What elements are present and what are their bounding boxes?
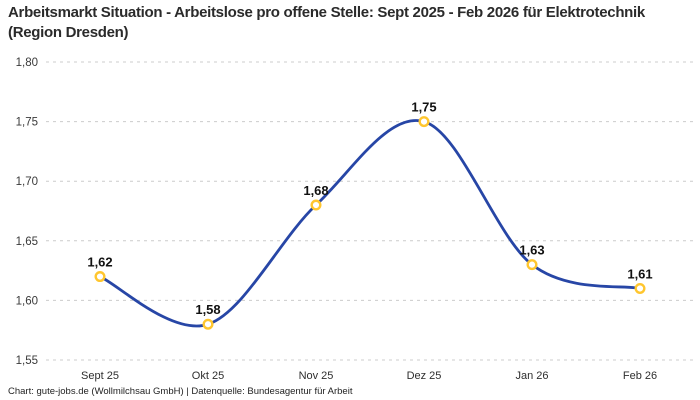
line-chart: 1,80 1,75 1,70 1,65 1,60 1,55 Sept 25 Okt 25 Nov… (16, 57, 694, 382)
data-point-marker (418, 116, 430, 128)
data-point-marker (526, 259, 538, 271)
data-point-value-label: 1,62 (87, 255, 112, 270)
x-axis-tick-label: Okt 25 (192, 370, 224, 382)
x-axis-tick-label: Sept 25 (81, 370, 119, 382)
data-point-value-label: 1,58 (195, 302, 220, 317)
y-axis-tick-label: 1,75 (16, 117, 38, 129)
data-point-value-label: 1,63 (519, 243, 544, 258)
data-point-value-label: 1,61 (627, 266, 652, 281)
data-line (98, 119, 642, 328)
x-axis-tick-label: Nov 25 (299, 370, 334, 382)
data-point-marker (202, 318, 214, 330)
x-axis-tick-label: Dez 25 (407, 370, 442, 382)
y-axis-tick-label: 1,65 (16, 236, 38, 248)
chart-title: Arbeitsmarkt Situation - Arbeitslose pro… (8, 4, 645, 41)
y-axis-tick-label: 1,55 (16, 355, 38, 367)
y-axis-tick-label: 1,80 (16, 57, 38, 69)
data-point-value-label: 1,75 (411, 100, 436, 115)
x-axis-tick-label: Jan 26 (515, 370, 548, 382)
chart-attribution: Chart: gute-jobs.de (Wollmilchsau GmbH) … (8, 386, 353, 397)
y-axis-tick-label: 1,60 (16, 295, 38, 307)
data-point-marker (310, 199, 322, 211)
chart-area: 1,80 1,75 1,70 1,65 1,60 1,55 Sept 25 Okt 25 Nov… (0, 52, 700, 390)
y-axis-tick-label: 1,70 (16, 176, 38, 188)
x-axis-tick-label: Feb 26 (623, 370, 657, 382)
data-point-marker (634, 282, 646, 294)
data-point-value-label: 1,68 (303, 183, 328, 198)
data-point-marker (94, 271, 106, 283)
